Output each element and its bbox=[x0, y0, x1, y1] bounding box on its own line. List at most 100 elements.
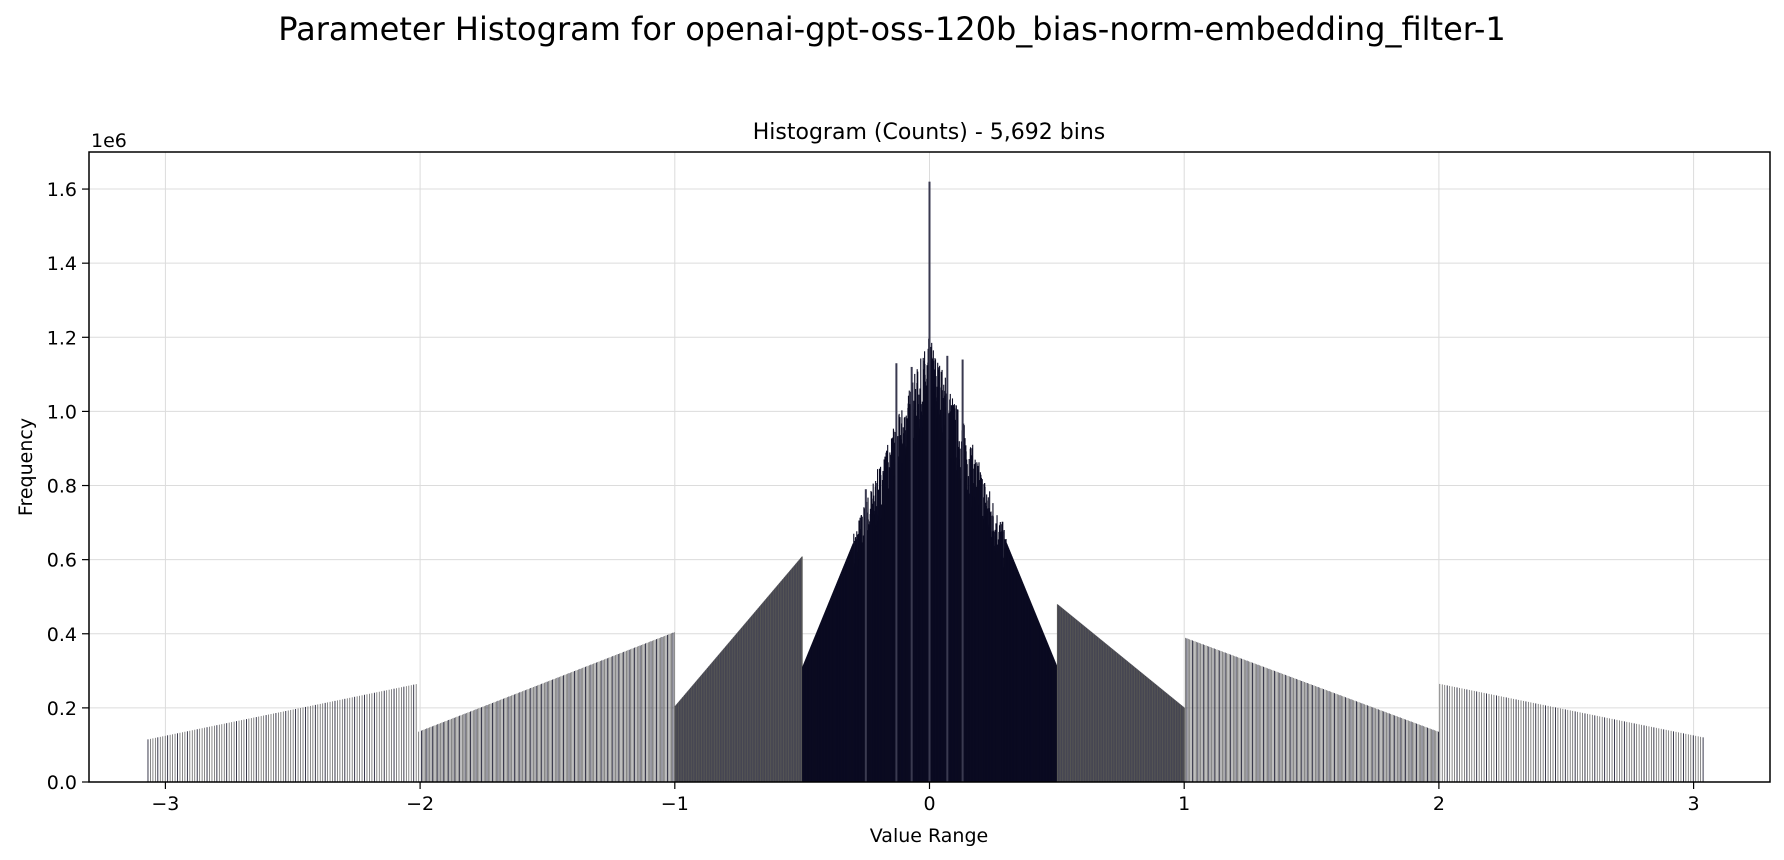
histogram-bar bbox=[297, 708, 299, 782]
histogram-bar bbox=[1269, 669, 1271, 782]
peak-bar bbox=[864, 489, 867, 782]
histogram-bar bbox=[1284, 674, 1286, 782]
histogram-bar bbox=[1189, 639, 1191, 782]
histogram-bar bbox=[1291, 677, 1293, 782]
histogram-bar bbox=[1621, 720, 1623, 782]
histogram-bar bbox=[369, 693, 370, 782]
histogram-bar bbox=[324, 702, 326, 782]
histogram-bar bbox=[1316, 686, 1318, 782]
histogram-bar bbox=[641, 644, 642, 782]
y-tick-label: 0.0 bbox=[47, 772, 77, 794]
axes-title: Histogram (Counts) - 5,692 bins bbox=[753, 120, 1105, 145]
histogram-bar bbox=[307, 706, 309, 782]
histogram-bar bbox=[1535, 703, 1537, 782]
histogram-bar bbox=[209, 726, 210, 782]
histogram-bar bbox=[597, 661, 599, 782]
histogram-bar bbox=[505, 697, 507, 782]
histogram-bar bbox=[507, 697, 508, 782]
histogram-bar bbox=[1290, 676, 1292, 782]
histogram-bar bbox=[1246, 660, 1248, 782]
histogram-bar bbox=[275, 713, 277, 782]
peak-bar bbox=[895, 363, 898, 782]
histogram-bar bbox=[1503, 696, 1505, 782]
histogram-bar bbox=[1433, 730, 1435, 782]
histogram-bar bbox=[1289, 676, 1290, 782]
histogram-bar bbox=[1464, 688, 1465, 782]
histogram-bar bbox=[1486, 693, 1487, 782]
histogram-bar bbox=[172, 734, 173, 782]
histogram-bar bbox=[535, 685, 537, 782]
histogram-bar bbox=[440, 723, 441, 782]
histogram-bar bbox=[1384, 711, 1386, 782]
histogram-bar bbox=[334, 700, 336, 782]
histogram-bar bbox=[1248, 661, 1249, 782]
histogram-bar bbox=[1191, 640, 1193, 782]
histogram-bar bbox=[1338, 694, 1340, 782]
histogram-bar bbox=[463, 714, 465, 782]
histogram-bar bbox=[1449, 685, 1451, 782]
histogram-bar bbox=[1202, 644, 1204, 782]
histogram-bar bbox=[552, 679, 554, 782]
y-tick-label: 0.4 bbox=[47, 624, 77, 646]
histogram-bar bbox=[1446, 685, 1448, 782]
histogram-bar bbox=[1655, 727, 1657, 782]
histogram-bar bbox=[1466, 689, 1468, 782]
histogram-bar bbox=[1418, 724, 1420, 782]
histogram-bar bbox=[1209, 646, 1211, 782]
histogram-bar bbox=[1540, 704, 1542, 782]
histogram-bar bbox=[1431, 729, 1432, 782]
histogram-bar bbox=[1305, 682, 1307, 782]
histogram-bar bbox=[613, 655, 615, 782]
histogram-bar bbox=[1476, 691, 1478, 782]
histogram-bar bbox=[626, 650, 627, 782]
histogram-bar bbox=[1224, 652, 1226, 782]
histogram-bar bbox=[366, 694, 368, 782]
figure-suptitle: Parameter Histogram for openai-gpt-oss-1… bbox=[278, 10, 1506, 48]
histogram-bar bbox=[1527, 701, 1529, 782]
histogram-bar bbox=[518, 692, 519, 782]
histogram-bar bbox=[524, 690, 526, 782]
histogram-bar bbox=[319, 703, 321, 782]
histogram-bar bbox=[1346, 697, 1348, 782]
histogram-bar bbox=[1670, 730, 1672, 782]
histogram-bar bbox=[1313, 685, 1315, 782]
histogram-bar bbox=[656, 639, 657, 782]
histogram-bar bbox=[433, 725, 435, 782]
histogram-bar bbox=[635, 647, 637, 782]
histogram-bar bbox=[445, 721, 447, 782]
histogram-bar bbox=[1523, 700, 1524, 782]
histogram-bar bbox=[344, 698, 346, 782]
histogram-bar bbox=[339, 699, 341, 782]
histogram-bar bbox=[571, 672, 573, 782]
histogram-bar bbox=[1406, 720, 1408, 782]
histogram-bar bbox=[1354, 700, 1356, 782]
histogram-bar bbox=[1425, 727, 1427, 782]
histogram-bar bbox=[1626, 721, 1628, 782]
histogram-bar bbox=[238, 720, 240, 782]
histogram-bar bbox=[1250, 662, 1252, 782]
histogram-bar bbox=[351, 697, 353, 782]
histogram-bar bbox=[253, 717, 255, 782]
histogram-bar bbox=[1545, 705, 1547, 782]
histogram-bar bbox=[1636, 723, 1638, 782]
histogram-bar bbox=[461, 714, 463, 782]
histogram-bar bbox=[300, 707, 301, 782]
histogram-bar bbox=[554, 678, 556, 782]
histogram-bar bbox=[496, 701, 497, 782]
histogram-bar bbox=[1201, 643, 1203, 782]
histogram-bar bbox=[376, 692, 378, 782]
histogram-bar bbox=[667, 634, 668, 782]
histogram-bar bbox=[1409, 721, 1411, 782]
histogram-bar bbox=[575, 670, 577, 782]
histogram-bar bbox=[1380, 710, 1382, 782]
histogram-bar bbox=[512, 694, 514, 782]
histogram-bar bbox=[642, 644, 644, 782]
histogram-bar bbox=[1362, 703, 1364, 782]
histogram-bar bbox=[645, 643, 646, 782]
histogram-bar bbox=[1589, 714, 1591, 782]
histogram-bar bbox=[1601, 716, 1603, 782]
histogram-bar bbox=[457, 716, 459, 782]
histogram-bar bbox=[617, 654, 619, 782]
histogram-bar bbox=[1660, 728, 1662, 782]
y-axis-label: Frequency bbox=[15, 418, 37, 516]
